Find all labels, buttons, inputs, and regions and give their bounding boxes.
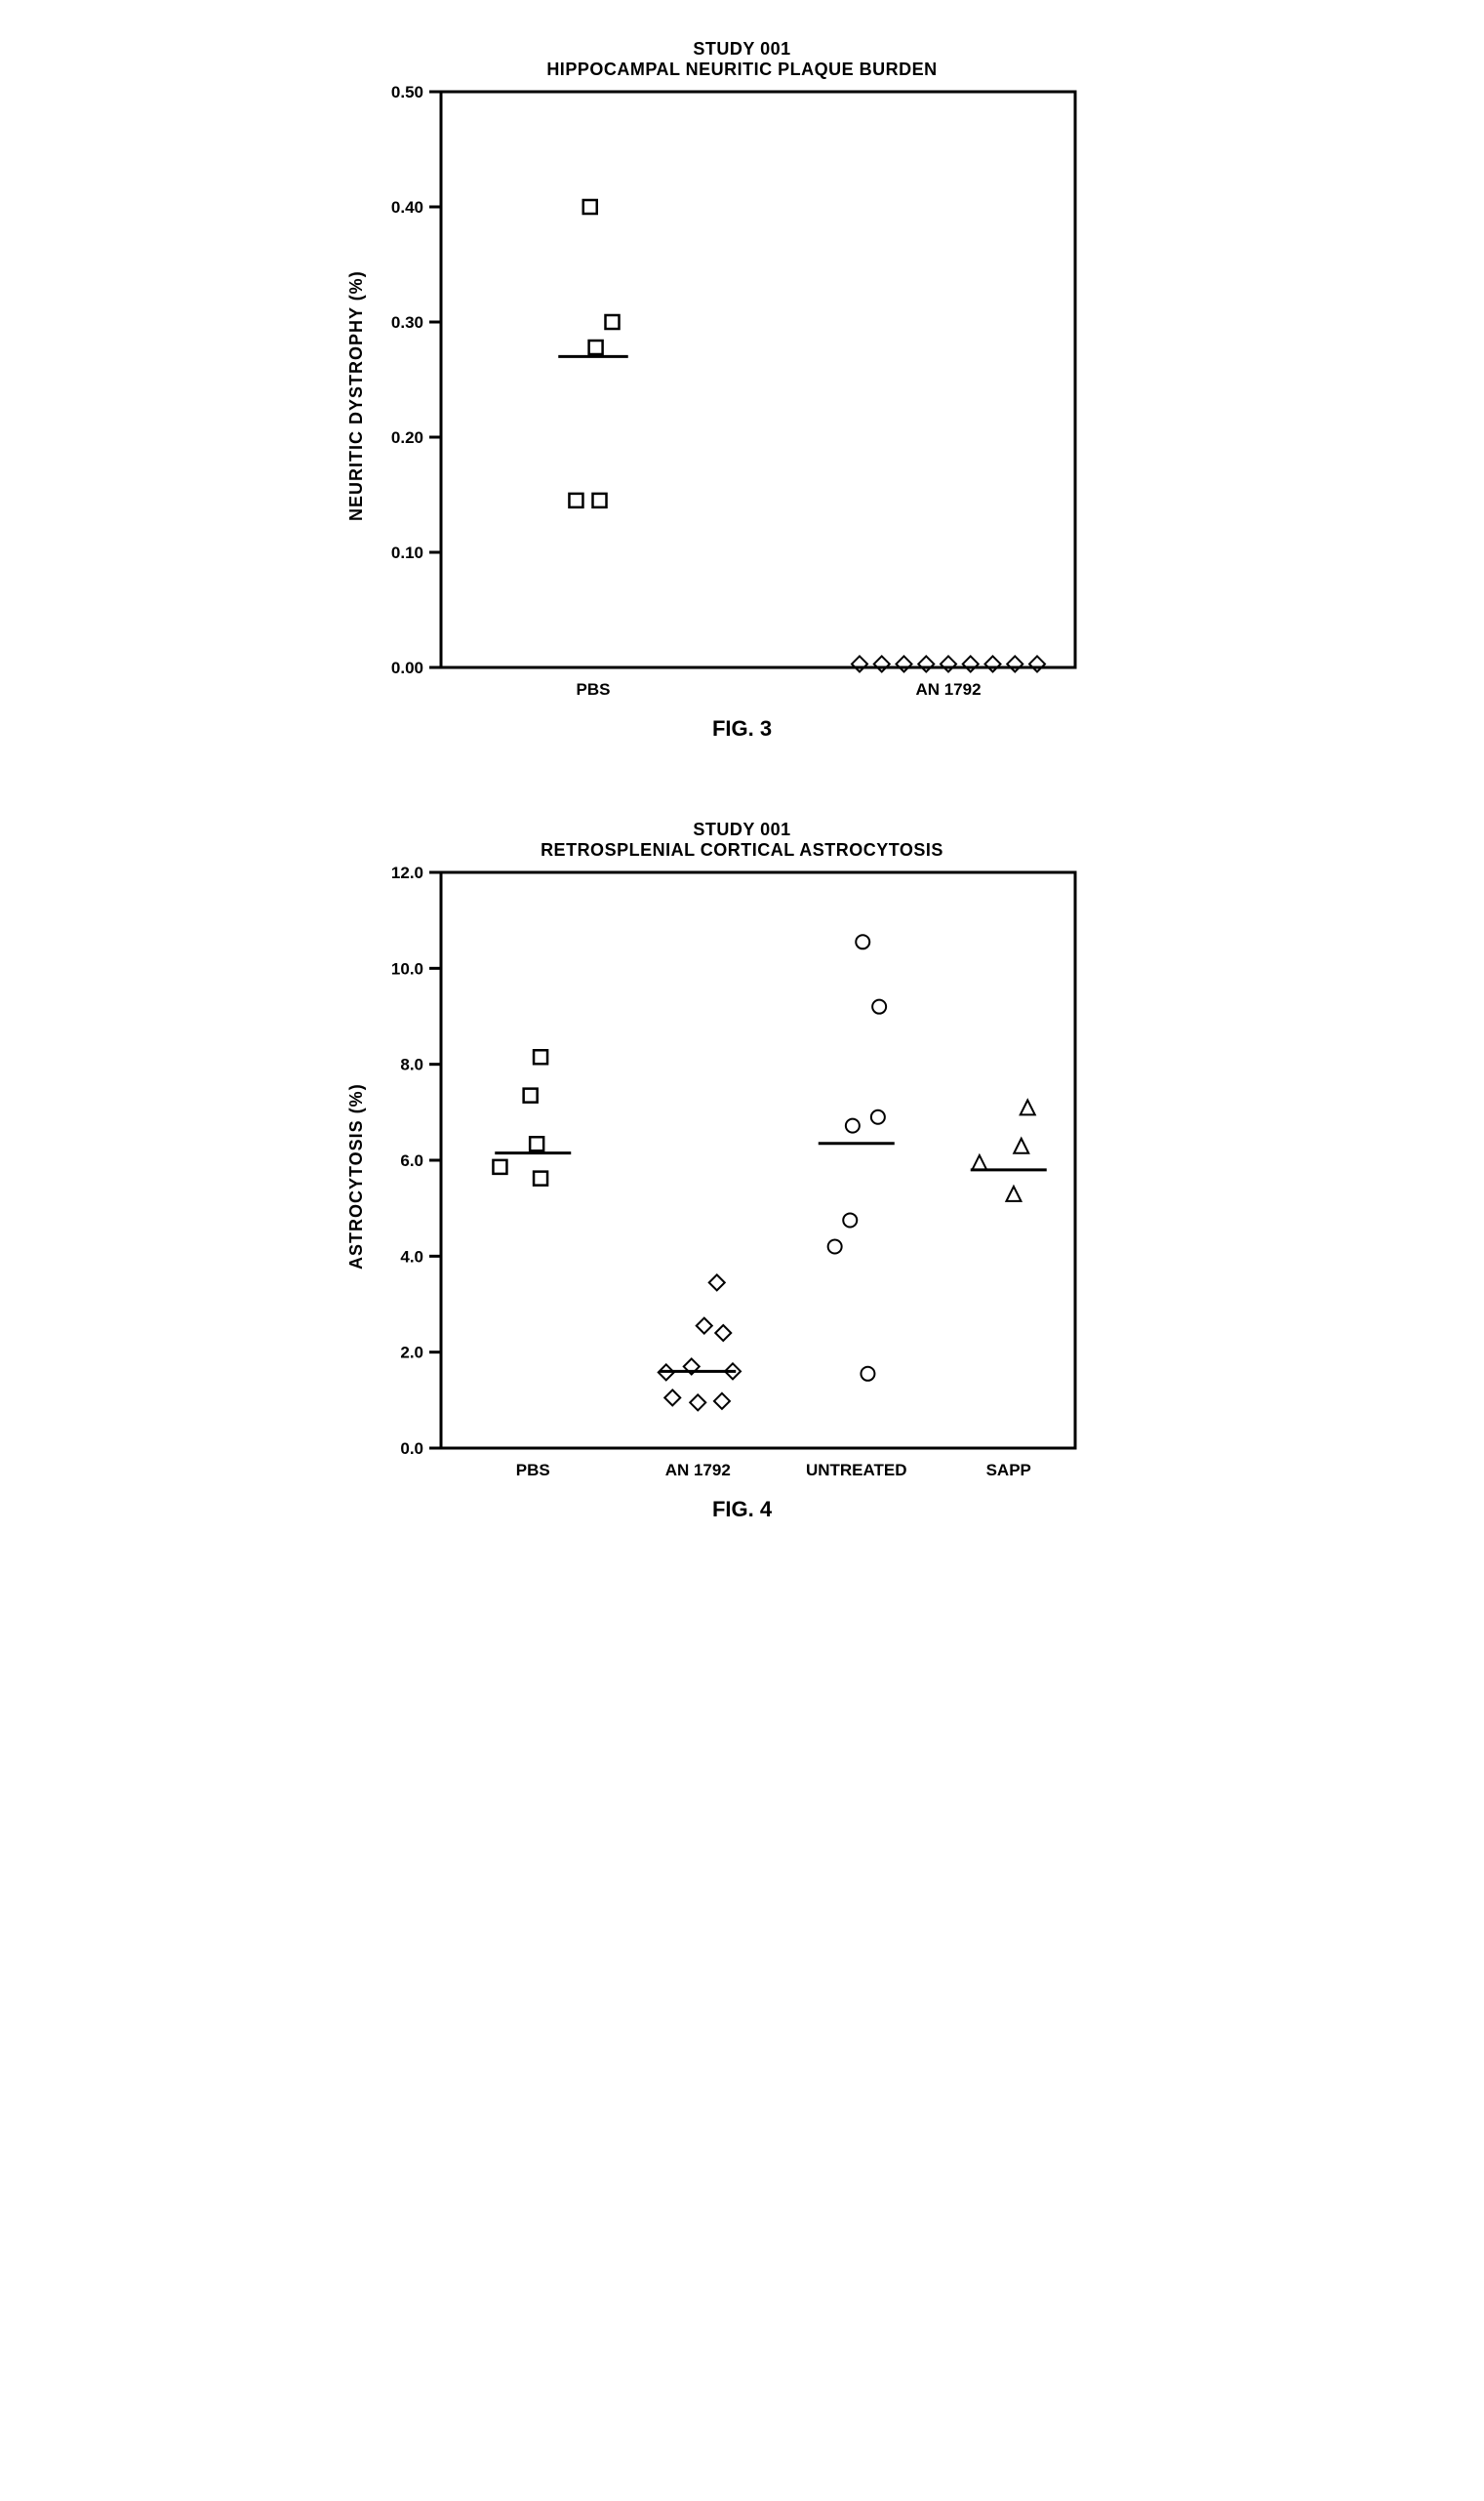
chart-svg: 0.00 0.10 0.20 0.30 0.40 0.50 PBS AN 1792 bbox=[371, 84, 1087, 708]
x-tick-label: SAPP bbox=[985, 1461, 1030, 1479]
chart-area: ASTROCYTOSIS (%) 0.0 2.0 4.0 6.0 8.0 10.0 12.0… bbox=[342, 865, 1143, 1489]
y-tick-label: 10.0 bbox=[390, 959, 422, 978]
chart-title: STUDY 001 HIPPOCAMPAL NEURITIC PLAQUE BU… bbox=[342, 39, 1143, 80]
y-tick-label: 0.30 bbox=[390, 313, 422, 332]
figure-4: STUDY 001 RETROSPLENIAL CORTICAL ASTROCY… bbox=[342, 820, 1143, 1522]
y-tick-label: 0.20 bbox=[390, 428, 422, 447]
x-tick-label: AN 1792 bbox=[664, 1461, 730, 1479]
y-tick-label: 6.0 bbox=[400, 1151, 423, 1170]
y-tick-label: 0.00 bbox=[390, 659, 422, 677]
y-tick-label: 0.40 bbox=[390, 198, 422, 217]
title-line-2: HIPPOCAMPAL NEURITIC PLAQUE BURDEN bbox=[342, 60, 1143, 80]
x-tick-label: PBS bbox=[576, 680, 610, 699]
chart-area: NEURITIC DYSTROPHY (%) 0.000.100.200.300… bbox=[342, 84, 1143, 708]
plot-frame bbox=[441, 872, 1075, 1448]
y-axis-label: ASTROCYTOSIS (%) bbox=[342, 865, 371, 1489]
x-tick-label: PBS bbox=[515, 1461, 549, 1479]
figure-3: STUDY 001 HIPPOCAMPAL NEURITIC PLAQUE BU… bbox=[342, 39, 1143, 742]
y-tick-label: 12.0 bbox=[390, 865, 422, 882]
y-tick-label: 0.50 bbox=[390, 84, 422, 101]
title-line-1: STUDY 001 bbox=[342, 39, 1143, 60]
y-tick-label: 2.0 bbox=[400, 1344, 423, 1362]
plot-frame bbox=[441, 92, 1075, 667]
figure-caption: FIG. 3 bbox=[342, 716, 1143, 742]
y-tick-label: 0.0 bbox=[400, 1439, 423, 1458]
chart-svg: 0.0 2.0 4.0 6.0 8.0 10.0 12.0 PBS AN 1792 UNTREAT… bbox=[371, 865, 1087, 1489]
x-tick-label: UNTREATED bbox=[805, 1461, 906, 1479]
title-line-2: RETROSPLENIAL CORTICAL ASTROCYTOSIS bbox=[342, 840, 1143, 861]
figure-caption: FIG. 4 bbox=[342, 1497, 1143, 1522]
title-line-1: STUDY 001 bbox=[342, 820, 1143, 840]
x-tick-label: AN 1792 bbox=[915, 680, 981, 699]
y-tick-label: 0.10 bbox=[390, 544, 422, 562]
y-tick-label: 8.0 bbox=[400, 1056, 423, 1074]
chart-title: STUDY 001 RETROSPLENIAL CORTICAL ASTROCY… bbox=[342, 820, 1143, 861]
y-tick-label: 4.0 bbox=[400, 1247, 423, 1266]
y-axis-label: NEURITIC DYSTROPHY (%) bbox=[342, 84, 371, 708]
